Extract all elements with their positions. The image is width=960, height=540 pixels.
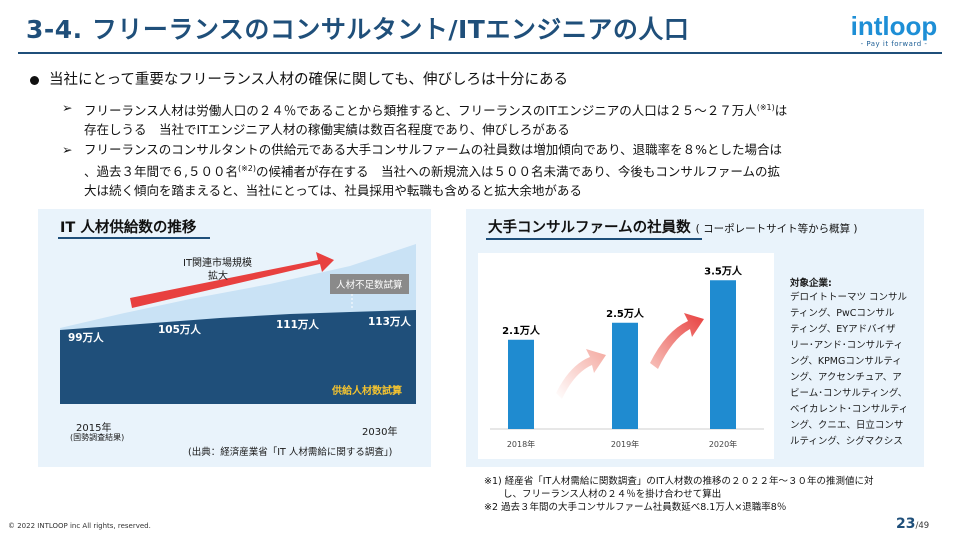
- consul-firm-title-underline: [486, 238, 702, 240]
- bar-value-label: 2.5万人: [606, 307, 645, 320]
- page-number: 23/49: [896, 516, 929, 532]
- target-companies-list: デロイトトーマツ コンサル ティング、PwCコンサル ティング、EYアドバイザ リー･…: [790, 290, 908, 450]
- bar-2018: [508, 339, 534, 429]
- shortage-label-box: 人材不足数試算: [330, 274, 409, 294]
- value-label-2015: 99万人: [68, 332, 104, 344]
- page-title: 3-4. フリーランスのコンサルタント/ITエンジニアの人口: [26, 15, 690, 44]
- page-total: /49: [915, 521, 930, 531]
- consul-firm-title: 大手コンサルファームの社員数 ( コーポレートサイト等から概算 ): [488, 216, 858, 237]
- bar-2020: [710, 280, 736, 429]
- main-bullet-text: 当社にとって重要なフリーランス人材の確保に関しても、伸びしろは十分にある: [49, 72, 568, 88]
- sub2-line1: フリーランスのコンサルタントの供給元である大手コンサルファームの社員数は増加傾向…: [84, 142, 783, 157]
- consul-bar-chart: 2.1万人 2.5万人 3.5万人 2018年 2019年 2020年: [490, 264, 764, 449]
- arrow-bullet-icon: ➢: [62, 100, 73, 115]
- value-label-2030: 113万人: [368, 316, 411, 328]
- market-label-2: 拡大: [208, 271, 228, 282]
- footnote-ref-2: (※2): [237, 164, 257, 173]
- sub2-line3: 大は続く傾向を踏まえると、当社にとっては、社員採用や転職も含めると拡大余地がある: [84, 183, 582, 199]
- growth-arrow-red: [650, 313, 704, 369]
- left-chart-source: (出典：経済産業省「IT 人材需給に関する調査」): [188, 447, 393, 458]
- target-company-line: ング、クニエ、日立コンサ: [790, 420, 904, 431]
- intloop-logo: intloop - Pay it forward -: [840, 12, 948, 48]
- target-company-line: デロイトトーマツ コンサル: [790, 292, 908, 303]
- sub-bullet-2: ➢ フリーランスのコンサルタントの供給元である大手コンサルファームの社員数は増加…: [62, 140, 942, 200]
- target-companies-title: 対象企業:: [790, 278, 832, 289]
- sub2-line2a: 、過去３年間で６,５００名: [84, 164, 238, 180]
- target-company-line: ング、KPMGコンサルティ: [790, 356, 902, 367]
- it-supply-chart: [60, 244, 416, 404]
- it-supply-title-underline: [58, 237, 210, 239]
- target-company-line: ティング、PwCコンサル: [790, 308, 895, 319]
- main-bullet: 当社にとって重要なフリーランス人材の確保に関しても、伸びしろは十分にある: [30, 68, 568, 89]
- sub1-text-a: フリーランス人材は労働人口の２４％であることから類推すると、フリーランスのITエ…: [84, 103, 757, 119]
- year-start: 2015年: [76, 423, 112, 434]
- bar-value-label: 3.5万人: [704, 264, 743, 277]
- target-company-line: ルティング、シグマクシス: [790, 436, 903, 447]
- sub-bullet-1: ➢ フリーランス人材は労働人口の２４％であることから類推すると、フリーランスのI…: [62, 98, 942, 139]
- bar-category-label: 2019年: [611, 439, 639, 449]
- logo-tagline: - Pay it forward -: [860, 40, 928, 48]
- growth-arrow-light: [556, 349, 606, 399]
- bar-value-label: 2.1万人: [502, 324, 541, 337]
- supply-area: [60, 310, 416, 404]
- target-company-line: ング、アクセンチュア、ア: [790, 372, 902, 383]
- consul-firm-title-text: 大手コンサルファームの社員数: [488, 220, 691, 236]
- target-company-line: ベイカレント･コンサルティ: [790, 404, 909, 415]
- footnote-2: ※2 過去３年間の大手コンサルファーム社員数延べ8.1万人×退職率8％: [484, 502, 787, 513]
- footnote-1-line2: し、フリーランス人材の２４％を掛け合わせて算出: [484, 489, 722, 500]
- footnote-ref-1: (※1): [756, 103, 775, 112]
- bar-value-labels: 2.1万人 2.5万人 3.5万人: [502, 264, 743, 337]
- target-company-line: リー･アンド･コンサルティ: [790, 340, 904, 351]
- consul-firm-title-note: ( コーポレートサイト等から概算 ): [695, 223, 858, 235]
- bar-category-labels: 2018年 2019年 2020年: [507, 439, 737, 449]
- it-supply-title: IT 人材供給数の推移: [60, 220, 197, 236]
- value-label-3: 111万人: [276, 319, 319, 331]
- target-company-line: ビーム･コンサルティング、: [790, 388, 908, 399]
- bar-category-label: 2018年: [507, 439, 535, 449]
- year-start-note: (国勢調査結果): [70, 433, 125, 442]
- footnote-1-line1: ※1) 経産省「IT人材需給に関数調査」のIT人材数の推移の２０２２年～３０年の…: [484, 476, 874, 487]
- value-label-2: 105万人: [158, 324, 201, 336]
- title-rule: [18, 52, 942, 54]
- year-end: 2030年: [362, 427, 398, 438]
- bullet-dot-icon: [30, 75, 39, 85]
- arrow-bullet-icon: ➢: [62, 142, 73, 157]
- supply-label: 供給人材数試算: [332, 386, 402, 397]
- sub1-line2: 存在しうる 当社でITエンジニア人材の稼働実績は数百名程度であり、伸びしろがある: [84, 122, 570, 138]
- bar-2019: [612, 322, 638, 429]
- page-current: 23: [896, 516, 916, 532]
- logo-word: intloop: [850, 11, 938, 41]
- sub1-text-b: は: [774, 103, 788, 119]
- sub2-line2b: の候補者が存在する 当社への新規流入は５００名未満であり、今後もコンサルファーム…: [256, 164, 781, 180]
- market-label-1: IT関連市場規模: [183, 258, 253, 269]
- market-growth-arrow: [130, 252, 334, 308]
- bar-category-label: 2020年: [709, 439, 737, 449]
- copyright: © 2022 INTLOOP inc All rights, reserved.: [8, 522, 151, 530]
- target-company-line: ティング、EYアドバイザ: [790, 324, 896, 335]
